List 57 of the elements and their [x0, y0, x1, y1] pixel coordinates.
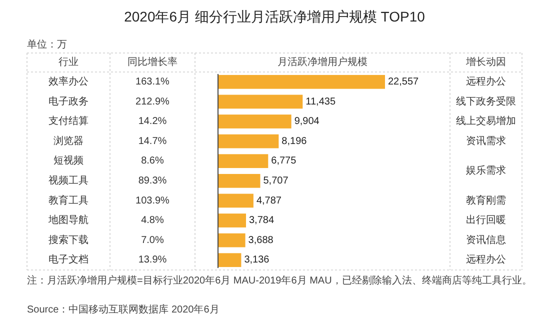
bar: [218, 94, 303, 109]
bar: [218, 174, 260, 188]
y-tick-label: 教育工具: [48, 194, 88, 206]
data-label: 11,435: [306, 96, 336, 108]
data-label: 22,557: [388, 76, 420, 88]
data-label: 8,196: [282, 136, 308, 147]
text: 增长动因: [465, 56, 506, 68]
y-tick-label: 视频工具: [48, 174, 88, 187]
bar: [218, 154, 268, 168]
text: 线下政务受限: [456, 95, 516, 108]
data-label: 5,707: [263, 176, 289, 187]
text: 线上交易增加: [456, 115, 516, 128]
data-label: 6,775: [271, 156, 297, 167]
text: 资讯需求: [466, 134, 506, 147]
y-tick-label: 支付结算: [48, 115, 88, 128]
y-tick-label: 浏览器: [54, 134, 84, 147]
y-tick-label: 地图导航: [48, 214, 88, 226]
bar: [218, 233, 246, 248]
text: 89.3%: [138, 176, 167, 187]
source-note: Source：中国移动互联网数据库 2020年6月: [27, 304, 220, 316]
bar: [218, 114, 292, 128]
text: 8.6%: [141, 156, 164, 167]
text: 212.9%: [136, 96, 170, 108]
text: 单位：万: [27, 38, 67, 51]
text: 资讯信息: [466, 234, 506, 246]
text: 行业: [58, 56, 78, 68]
text: 娱乐需求: [466, 164, 506, 177]
text: 7.0%: [141, 234, 164, 246]
chart-title: 2020年6月 细分行业月活跃净增用户规模 TOP10: [124, 8, 426, 25]
text: 教育刚需: [466, 194, 506, 206]
text: 103.9%: [136, 195, 170, 206]
text: 13.9%: [138, 254, 167, 266]
data-label: 3,784: [249, 215, 274, 226]
data-label: 4,787: [256, 195, 282, 206]
text: 远程办公: [466, 76, 506, 88]
bar: [218, 194, 254, 208]
text: 月活跃净增用户规模: [278, 56, 368, 68]
text: 出行回暖: [466, 214, 506, 226]
data-label: 3,136: [244, 254, 270, 266]
y-tick-label: 效率办公: [48, 76, 88, 88]
data-label: 3,688: [248, 234, 274, 246]
y-tick-label: 电子政务: [48, 95, 88, 108]
bar: [218, 74, 385, 89]
bar: [218, 253, 242, 268]
text: 同比增长率: [128, 56, 178, 68]
y-tick-label: 电子文档: [48, 254, 88, 266]
bar: [218, 214, 246, 228]
text: 4.8%: [141, 215, 164, 226]
text: 163.1%: [136, 76, 170, 88]
y-tick-label: 搜索下载: [48, 234, 88, 246]
text: 14.7%: [138, 136, 167, 147]
text: 14.2%: [138, 116, 167, 128]
text: 远程办公: [466, 254, 506, 266]
y-tick-label: 短视频: [54, 154, 84, 167]
data-label: 9,904: [294, 116, 320, 128]
text: 注：月活跃净增用户规模=目标行业2020年6月 MAU-2019年6月 MAU，已经剔除输入法、终端商店等纯工具行业。: [27, 274, 532, 287]
bar: [218, 134, 279, 148]
